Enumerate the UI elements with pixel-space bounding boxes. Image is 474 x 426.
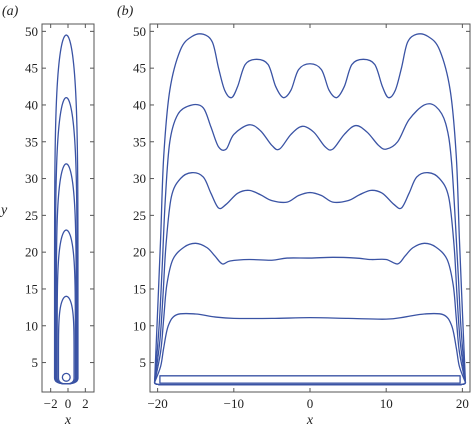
panel-a-ytick-label: 25 [25, 208, 38, 223]
panel-b-xtick-label: 20 [456, 396, 469, 411]
panel-a-ytick-label: 40 [25, 97, 38, 112]
panel-a-circle [61, 372, 71, 382]
panel-a-ytick-label: 15 [25, 281, 38, 296]
panel-a-xtick-label: −2 [44, 396, 58, 411]
panel-b-ytick-label: 20 [133, 245, 146, 260]
panel-a-ytick-label: 35 [25, 134, 38, 149]
panel-a-ytick-label: 30 [25, 171, 38, 186]
panel-a-contour-3 [55, 163, 77, 385]
panel-b-frame [149, 23, 471, 393]
panel-a-ytick-label: 10 [25, 318, 38, 333]
panel-b-ticks: −20 −10 0 10 20 5 10 15 20 25 30 35 40 45 50 [133, 24, 470, 411]
panel-b-xlabel: x [306, 413, 314, 426]
panel-b-xtick-label: −20 [147, 396, 167, 411]
panel-b-contour-1 [153, 242, 467, 386]
panel-a-ytick-label: 45 [25, 61, 38, 76]
panel-b-label: (b) [117, 4, 134, 19]
panel-a-contour-1 [57, 295, 75, 385]
panel-a-xtick-label: 0 [65, 396, 72, 411]
panel-b: (b) −20 −10 0 10 20 5 10 15 20 25 30 35 40 45 50 x [117, 4, 471, 426]
panel-b-ytick-label: 5 [140, 355, 147, 370]
panel-a-ytick-label: 50 [25, 24, 38, 39]
panel-a-contour-5 [53, 34, 79, 385]
panel-b-contour-0 [153, 312, 467, 386]
panel-b-ytick-label: 10 [133, 318, 146, 333]
panel-b-contour-3 [153, 102, 467, 386]
panel-b-ytick-label: 50 [133, 24, 146, 39]
panel-b-ytick-label: 30 [133, 171, 146, 186]
panel-b-xtick-label: 10 [380, 396, 393, 411]
panel-a-curves [53, 34, 79, 385]
panel-b-ytick-label: 15 [133, 281, 146, 296]
panel-b-ytick-label: 25 [133, 208, 146, 223]
panel-b-ytick-label: 35 [133, 134, 146, 149]
panel-b-ytick-label: 45 [133, 61, 146, 76]
panel-b-contour-4 [153, 33, 467, 386]
panel-b-initial-contour [159, 375, 461, 384]
panel-b-contour-2 [153, 171, 467, 386]
panel-b-curves [153, 33, 467, 386]
panel-a-ytick-label: 5 [32, 355, 39, 370]
panel-a-frame [41, 23, 95, 393]
panel-a-label: (a) [2, 4, 19, 19]
panel-b-xtick-label: −10 [224, 396, 244, 411]
panel-a-ylabel: y [0, 203, 8, 218]
panel-b-xtick-label: 0 [307, 396, 314, 411]
panel-b-ytick-label: 40 [133, 97, 146, 112]
panel-a-xtick-label: 2 [82, 396, 89, 411]
panel-a-ytick-label: 20 [25, 245, 38, 260]
panel-a-xlabel: x [64, 413, 72, 426]
